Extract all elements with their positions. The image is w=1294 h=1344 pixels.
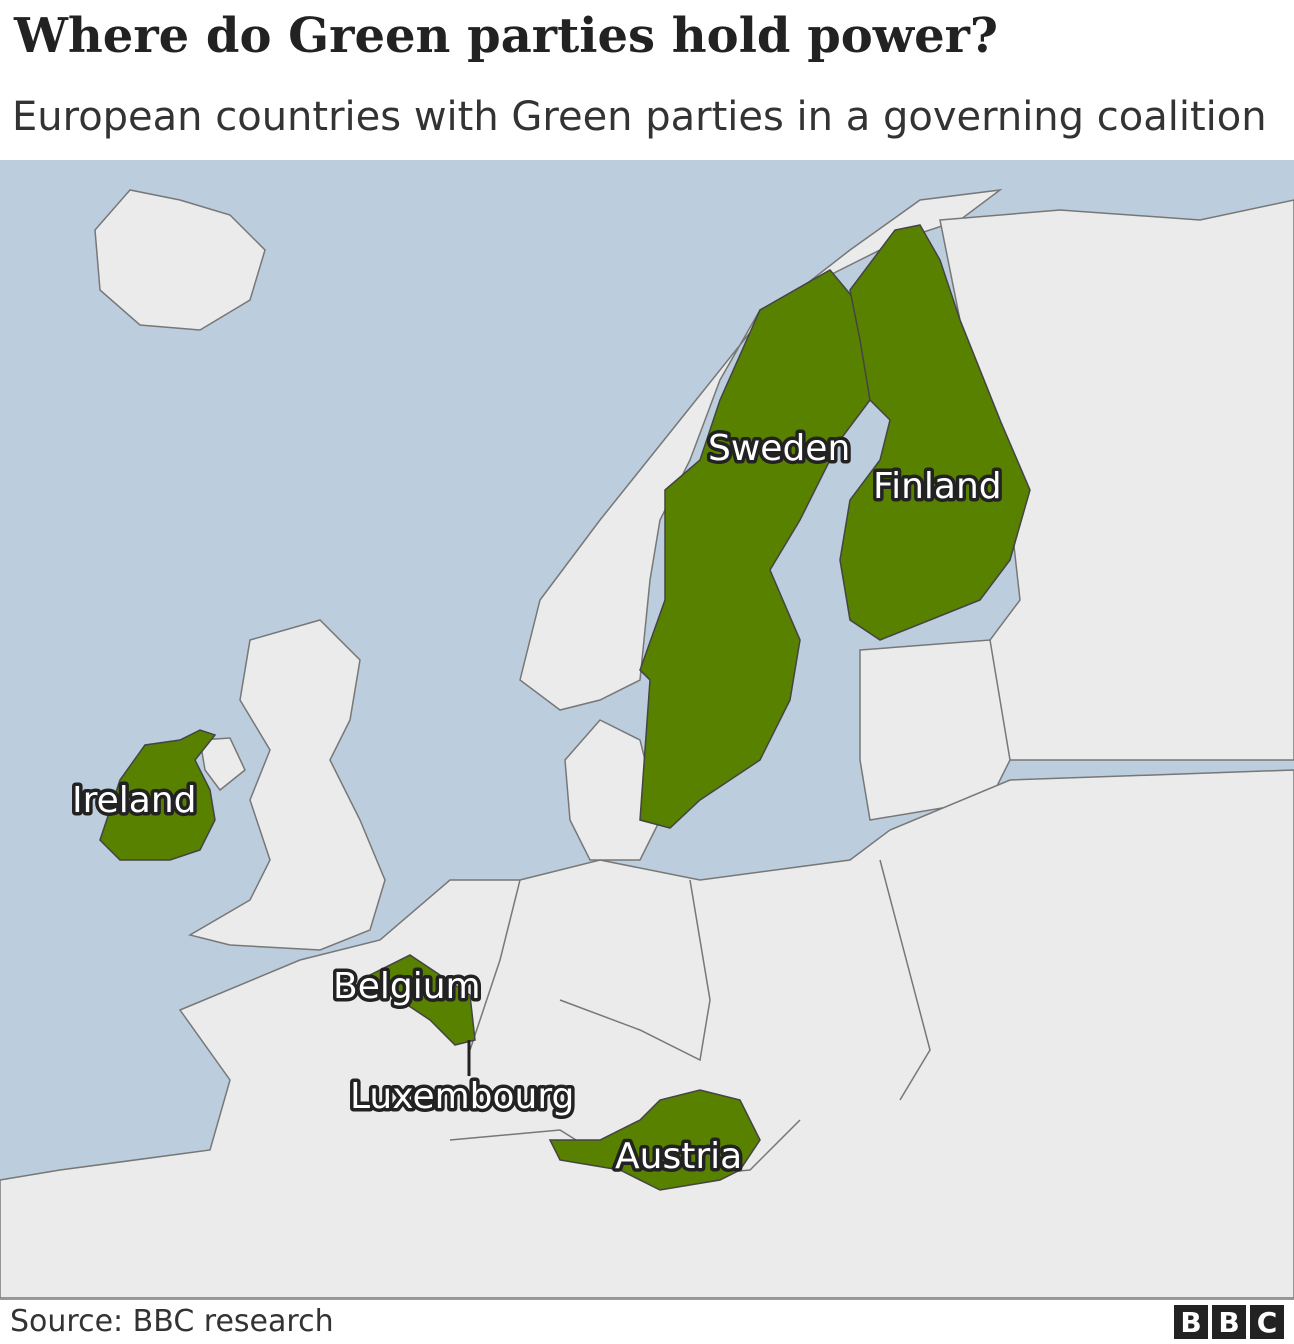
belgium [368,954,476,1046]
denmark [564,719,661,861]
map: Sweden Finland Ireland Belgium Luxembour… [0,160,1294,1298]
label-finland: Finland [873,466,1002,507]
iceland [94,189,266,331]
label-ireland: Ireland [72,780,197,821]
ireland [99,729,217,861]
bbc-logo-letter: B [1212,1305,1246,1339]
northern-ireland [199,737,246,792]
austria [548,1089,761,1191]
bbc-logo-letter: B [1174,1305,1208,1339]
source-note: Source: BBC research [10,1304,334,1339]
label-sweden: Sweden [708,428,850,469]
label-luxembourg: Luxembourg [350,1076,574,1117]
finland [839,224,1031,641]
bbc-logo: B B C [1174,1305,1284,1339]
chart-subtitle: European countries with Green parties in… [12,94,1267,140]
great-britain [188,619,386,951]
chart-title: Where do Green parties hold power? [14,8,999,64]
label-belgium: Belgium [333,966,481,1007]
label-austria: Austria [615,1136,742,1177]
bbc-logo-letter: C [1250,1305,1284,1339]
footer-divider [0,1298,1294,1300]
